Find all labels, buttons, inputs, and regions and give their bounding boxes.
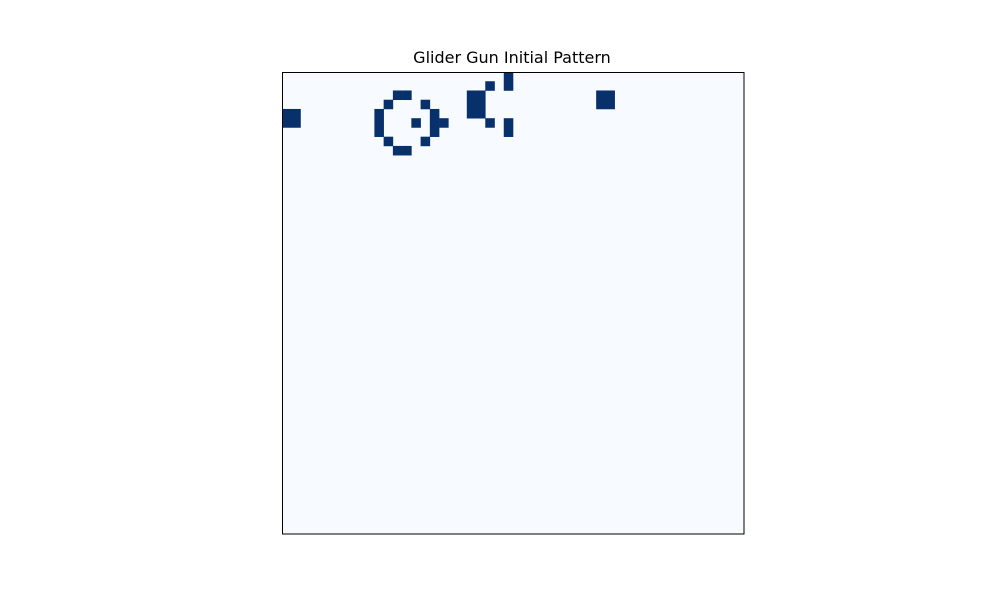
live-cells-layer [282, 72, 615, 156]
live-cell [466, 99, 477, 110]
live-cell [392, 145, 403, 156]
live-cell [485, 118, 495, 128]
live-cell [429, 118, 440, 128]
live-cell [466, 108, 477, 119]
chart-title: Glider Gun Initial Pattern [413, 48, 611, 67]
live-cell [383, 136, 394, 147]
live-cell [402, 145, 412, 156]
live-cell [476, 90, 486, 101]
live-cell [429, 108, 440, 119]
live-cell [605, 90, 615, 101]
plot-background [282, 72, 744, 534]
live-cell [476, 99, 486, 110]
live-cell [402, 90, 412, 101]
live-cell [374, 118, 384, 128]
live-cell [429, 127, 440, 137]
live-cell [291, 108, 301, 119]
live-cell [503, 127, 514, 137]
live-cell [466, 90, 477, 101]
live-cell [476, 108, 486, 119]
live-cell [383, 99, 394, 110]
live-cell [411, 118, 421, 128]
live-cell [503, 118, 514, 128]
live-cell [291, 118, 301, 128]
live-cell [503, 81, 514, 91]
live-cell [503, 72, 514, 82]
live-cell [596, 90, 606, 101]
live-cell [420, 136, 431, 147]
plot-area [282, 72, 745, 535]
live-cell [596, 99, 606, 110]
live-cell [282, 108, 292, 119]
live-cell [485, 81, 495, 91]
live-cell [420, 99, 431, 110]
live-cell [282, 118, 292, 128]
live-cell [605, 99, 615, 110]
live-cell [439, 118, 449, 128]
live-cell [374, 108, 384, 119]
live-cell [392, 90, 403, 101]
live-cell [374, 127, 384, 137]
plot-frame [282, 72, 745, 535]
